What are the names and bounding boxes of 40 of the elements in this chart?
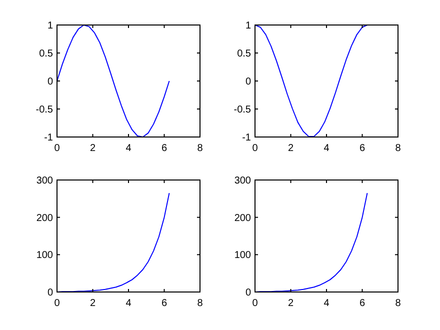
x-tick-label: 6 [359, 143, 366, 154]
y-tick-label: 0 [47, 76, 54, 88]
y-tick-label: 0.5 [39, 48, 54, 60]
line-series [254, 24, 368, 137]
y-tick-label: 200 [234, 212, 252, 224]
y-tick-label: 1 [47, 20, 54, 32]
y-tick-label: -1 [242, 132, 252, 144]
y-tick-label: 100 [36, 250, 54, 262]
y-tick-label: 0 [245, 288, 252, 298]
x-tick-label: 6 [161, 298, 168, 309]
x-tick-label: 6 [359, 298, 366, 309]
x-tick-label: 0 [54, 298, 60, 309]
y-tick-label: 0 [245, 76, 252, 88]
y-tick-label: -0.5 [234, 104, 252, 116]
y-tick-label: 200 [36, 212, 54, 224]
x-tick-label: 4 [324, 298, 330, 309]
y-tick-label: 1 [245, 20, 252, 32]
y-tick-label: 300 [36, 176, 54, 186]
x-tick-label: 4 [126, 298, 132, 309]
x-tick-label: 8 [197, 298, 204, 309]
x-tick-label: 4 [324, 143, 330, 154]
x-tick-label: 2 [288, 143, 294, 154]
x-tick-label: 0 [252, 143, 258, 154]
x-tick-label: 8 [395, 143, 402, 154]
y-tick-label: -0.5 [36, 104, 54, 116]
x-tick-label: 4 [126, 143, 132, 154]
x-tick-label: 6 [161, 143, 168, 154]
y-tick-label: 0.5 [237, 48, 252, 60]
line-series [56, 24, 170, 138]
y-tick-label: -1 [44, 132, 54, 144]
x-tick-label: 2 [288, 298, 294, 309]
x-tick-label: 8 [197, 143, 204, 154]
y-tick-label: 100 [234, 250, 252, 262]
y-tick-label: 300 [234, 176, 252, 186]
y-tick-label: 0 [47, 288, 54, 298]
x-tick-label: 8 [395, 298, 402, 309]
x-tick-label: 0 [252, 298, 258, 309]
x-tick-label: 2 [90, 298, 96, 309]
x-tick-label: 2 [90, 143, 96, 154]
x-tick-label: 0 [54, 143, 60, 154]
